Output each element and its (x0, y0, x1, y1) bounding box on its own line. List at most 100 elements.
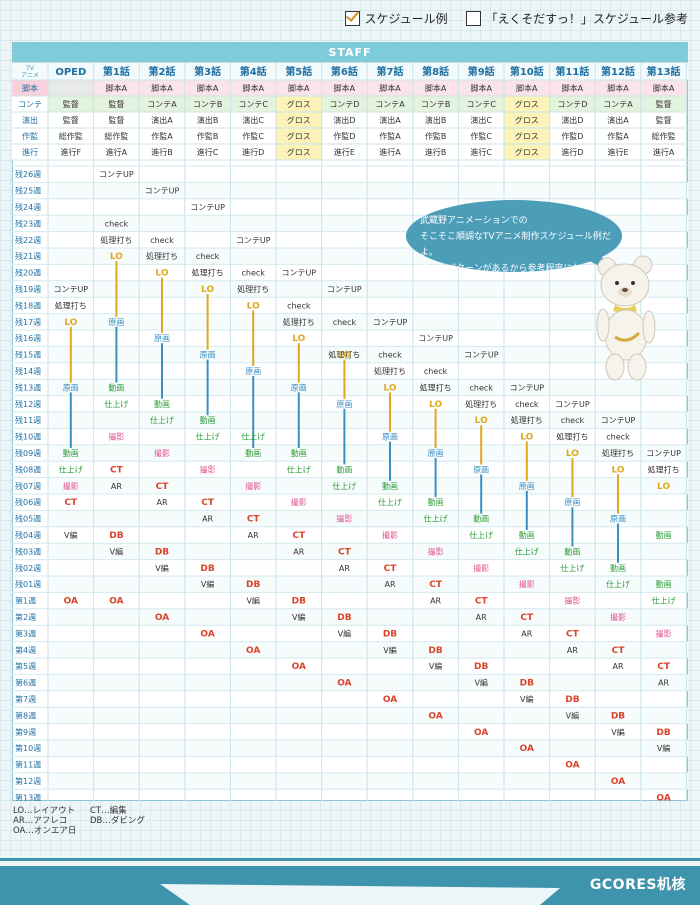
week-row-band (48, 444, 688, 462)
staff-cell-text: 演出C (470, 115, 492, 125)
task-label: コンテUP (464, 351, 499, 360)
task-label: 撮影 (291, 497, 307, 507)
task-label: 原画 (245, 367, 261, 376)
staff-cell (184, 144, 231, 160)
staff-cell-text: グロス (287, 99, 311, 109)
task-label: DB (246, 580, 260, 590)
legend-example[interactable]: スケジュール例 (344, 10, 448, 27)
task-label: LO (64, 318, 77, 328)
task-label: OA (656, 793, 670, 801)
staff-cell (367, 80, 413, 96)
week-label: 残24週 (15, 202, 41, 212)
staff-label-cell (12, 128, 48, 144)
episode-header: 第2話 (149, 65, 176, 78)
week-row-band (48, 346, 688, 363)
task-label: 撮影 (519, 579, 535, 589)
watermark: GCORES机核 (589, 877, 686, 893)
checkbox-empty-icon[interactable] (465, 11, 481, 26)
task-label: V編 (474, 678, 487, 688)
abbreviation-legend: LO…レイアウト CT…編集 AR…アフレコ DB…ダビング OA…オンエア日 (13, 806, 167, 836)
staff-cell (48, 96, 94, 112)
staff-cell-text: 演出B (197, 115, 219, 125)
staff-cell (549, 80, 596, 96)
task-label: 動画 (108, 383, 124, 392)
staff-cell (93, 112, 140, 128)
task-label: CT (475, 597, 489, 607)
task-label: OA (292, 662, 306, 672)
task-label: 撮影 (473, 563, 489, 573)
task-label: V編 (520, 694, 533, 704)
episode-header: 第4話 (240, 65, 267, 78)
staff-cell (230, 112, 276, 128)
staff-cell (321, 112, 368, 128)
staff-cell (139, 144, 185, 160)
task-label: DB (383, 629, 397, 639)
task-label: DB (611, 711, 625, 721)
task-label: 仕上げ (424, 514, 448, 524)
task-label: LO (247, 301, 260, 311)
staff-cell (458, 128, 504, 144)
task-label: コンテUP (53, 285, 88, 294)
staff-cell (321, 80, 368, 96)
task-label: 原画 (428, 449, 444, 458)
week-label: 残11週 (15, 415, 41, 425)
task-label: AR (156, 498, 167, 507)
staff-cell (549, 128, 596, 144)
staff-cell (184, 112, 231, 128)
staff-cell-text: コンテC (466, 100, 496, 109)
week-label: 残16週 (15, 333, 41, 343)
task-label: check (105, 219, 129, 228)
week-row-band (48, 510, 688, 527)
corner-label: TV (25, 65, 35, 72)
task-label: check (469, 383, 493, 392)
task-label: CT (156, 482, 170, 492)
staff-cell-text: コンテA (147, 100, 177, 109)
staff-cell (48, 80, 94, 96)
task-label: LO (110, 252, 123, 262)
week-label: 残12週 (15, 399, 41, 409)
task-label: 動画 (336, 465, 352, 474)
task-label: CT (247, 515, 261, 525)
task-label: 仕上げ (196, 432, 220, 442)
staff-cell (93, 144, 140, 160)
staff-cell-text: 作監D (333, 131, 355, 141)
task-label: LO (429, 400, 442, 410)
staff-cell (412, 144, 459, 160)
task-label: V編 (383, 645, 396, 655)
staff-cell (93, 96, 140, 112)
corner-label: アニメ (21, 72, 39, 79)
staff-cell-text: グロス (515, 115, 539, 125)
staff-cell (640, 128, 687, 144)
episode-header: 第12話 (601, 65, 635, 78)
task-label: 撮影 (656, 628, 672, 638)
staff-cell (640, 80, 687, 96)
legend-row: AR…アフレコ DB…ダビング (13, 816, 167, 826)
task-label: 処理打ち (237, 284, 269, 294)
week-row-band (48, 412, 688, 429)
staff-cell (321, 96, 368, 112)
checkbox-checked-icon[interactable] (344, 11, 360, 26)
week-label: 第12週 (15, 776, 41, 786)
task-label: コンテUP (646, 449, 681, 458)
staff-label-cell (12, 144, 48, 160)
task-label: 仕上げ (606, 579, 630, 589)
legend-reference[interactable]: 「えくそだすっ！」スケジュール参考 (465, 10, 688, 27)
task-label: 仕上げ (378, 497, 402, 507)
staff-cell-text: 進行A (106, 147, 128, 157)
staff-cell-text: 作監A (151, 131, 173, 141)
task-label: DB (474, 662, 488, 672)
staff-label-cell (12, 112, 48, 128)
task-label: 動画 (564, 547, 580, 556)
bubble-line: 色んなパターンがあるから参考程度にね。 (420, 264, 591, 274)
task-label: OA (474, 728, 488, 738)
staff-cell-text: 監督 (108, 99, 124, 109)
staff-row-label: 演出 (22, 115, 38, 125)
staff-cell (640, 144, 687, 160)
staff-label-cell (12, 80, 48, 96)
episode-header: OPED (55, 67, 86, 78)
staff-cell (276, 96, 322, 112)
task-label: コンテUP (555, 400, 590, 409)
week-row-band (48, 379, 688, 396)
staff-cell-text: 監督 (656, 99, 672, 109)
staff-cell (412, 80, 459, 96)
